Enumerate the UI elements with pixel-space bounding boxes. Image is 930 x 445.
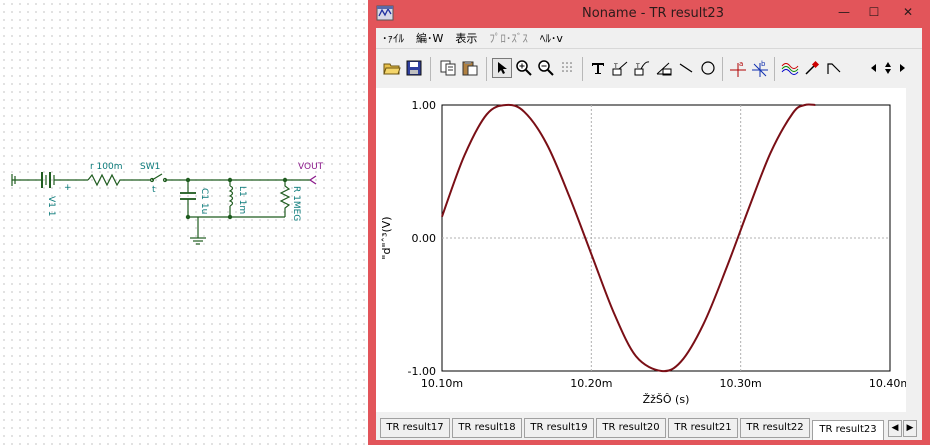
minimize-button[interactable]: — (838, 5, 850, 19)
voltage-source-symbol[interactable] (30, 172, 88, 188)
plot-area[interactable]: 10.10m 10.20m 10.30m 10.40m 1.00 0.00 -1.00 ŽžŠ… (376, 88, 922, 412)
zoom-out-icon[interactable] (536, 58, 556, 78)
y-axis-label: "d"ˆ³(V) (380, 216, 393, 259)
label-axis-icon[interactable] (654, 58, 674, 78)
zoom-in-icon[interactable] (514, 58, 534, 78)
x-tick-label: 10.40m (869, 377, 906, 390)
waveform-chart[interactable]: 10.10m 10.20m 10.30m 10.40m 1.00 0.00 -1.00 ŽžŠ… (376, 88, 911, 412)
save-icon[interactable] (404, 58, 424, 78)
menu-help[interactable]: ﾍﾙ･v (539, 32, 563, 45)
tab-tr-result22[interactable]: TR result22 (740, 418, 810, 438)
tab-scroll-right-icon[interactable]: ▶ (903, 420, 917, 437)
y-tick-label: 1.00 (412, 99, 437, 112)
svg-text:b: b (761, 60, 766, 68)
menu-view[interactable]: 表示 (455, 32, 478, 45)
tab-tr-result18[interactable]: TR result18 (452, 418, 522, 438)
load-resistor-symbol[interactable] (230, 180, 291, 218)
menu-bar: ･ｧｲﾙ 編･W 表示 ﾌﾟﾛ･ｽﾞｽ ﾍﾙ･v (376, 28, 922, 48)
toolbar-separator (430, 57, 431, 81)
x-tick-label: 10.10m (421, 377, 463, 390)
cursor-b-icon[interactable]: b (750, 58, 770, 78)
svg-text:T: T (635, 63, 640, 70)
plus-sign: + (64, 183, 72, 193)
ground-symbol-bottom (188, 216, 230, 245)
circle-icon[interactable] (698, 58, 718, 78)
x-axis-label: ŽžŠÔ (s) (643, 393, 690, 406)
x-tick-label: 10.20m (570, 377, 612, 390)
toolbar-scroll-left-icon[interactable] (868, 58, 880, 78)
label-curve-icon[interactable]: T (632, 58, 652, 78)
toolbar-separator (486, 57, 487, 81)
svg-text:T: T (613, 63, 618, 70)
tab-tr-result19[interactable]: TR result19 (524, 418, 594, 438)
toolbar-scroll-up-down-icon[interactable] (882, 58, 894, 78)
paste-icon[interactable] (460, 58, 480, 78)
toolbar-separator (722, 57, 723, 81)
tab-tr-result20[interactable]: TR result20 (596, 418, 666, 438)
probe-icon[interactable] (802, 58, 822, 78)
text-icon[interactable] (588, 58, 608, 78)
capacitor-symbol[interactable] (180, 180, 196, 217)
tab-tr-result17[interactable]: TR result17 (380, 418, 450, 438)
x-tick-label: 10.30m (720, 377, 762, 390)
title-bar[interactable]: Noname - TR result23 — ☐ ✕ (368, 0, 930, 28)
toolbar: T T a b (376, 48, 922, 89)
open-icon[interactable] (382, 58, 402, 78)
output-terminal-symbol[interactable] (309, 175, 317, 185)
menu-file[interactable]: ･ｧｲﾙ (382, 32, 404, 45)
line-icon[interactable] (676, 58, 696, 78)
cursor-a-icon[interactable]: a (728, 58, 748, 78)
inductor-label: L1 1m (237, 186, 247, 214)
switch-mark: t (152, 185, 156, 195)
inductor-symbol[interactable] (228, 180, 234, 217)
series-resistor-symbol[interactable] (87, 173, 150, 187)
menu-process[interactable]: ﾌﾟﾛ･ｽﾞｽ (489, 32, 528, 45)
y-tick-label: 0.00 (412, 232, 437, 245)
curves-icon[interactable] (780, 58, 800, 78)
label-icon[interactable]: T (610, 58, 630, 78)
switch-label: SW1 (140, 162, 160, 172)
close-button[interactable]: ✕ (902, 5, 914, 19)
window-title: Noname - TR result23 (582, 6, 724, 21)
copy-icon[interactable] (438, 58, 458, 78)
toolbar-separator (774, 57, 775, 81)
resistor-label: r 100m (90, 162, 123, 172)
menu-edit[interactable]: 編･W (416, 32, 444, 45)
output-label: VOUT (298, 162, 324, 172)
waveform-series-line (441, 103, 816, 373)
tab-tr-result21[interactable]: TR result21 (668, 418, 738, 438)
maximize-button[interactable]: ☐ (868, 5, 880, 19)
app-icon[interactable] (376, 5, 394, 21)
toolbar-scroll-right-icon[interactable] (896, 58, 908, 78)
circuit-schematic: V1 1 + r 100m SW1 t C1 1u L1 1m R 1MEG V… (11, 162, 324, 245)
step-icon[interactable] (824, 58, 844, 78)
toolbar-separator (582, 57, 583, 81)
ground-symbol-left (11, 174, 30, 186)
tab-scroll-left-icon[interactable]: ◀ (888, 420, 902, 437)
tab-tr-result23[interactable]: TR result23 (812, 420, 884, 440)
vertical-scrollbar[interactable] (906, 88, 922, 412)
load-label: R 1MEG (291, 186, 301, 221)
pointer-icon[interactable] (492, 58, 512, 78)
y-tick-label: -1.00 (408, 365, 436, 378)
capacitor-label: C1 1u (199, 188, 209, 214)
result-window: Noname - TR result23 — ☐ ✕ ･ｧｲﾙ 編･W 表示 ﾌ… (368, 0, 930, 445)
result-tab-bar: TR result17 TR result18 TR result19 TR r… (376, 412, 922, 440)
svg-text:a: a (739, 60, 743, 68)
grid-icon[interactable] (558, 58, 578, 78)
source-label: V1 1 (46, 196, 56, 216)
